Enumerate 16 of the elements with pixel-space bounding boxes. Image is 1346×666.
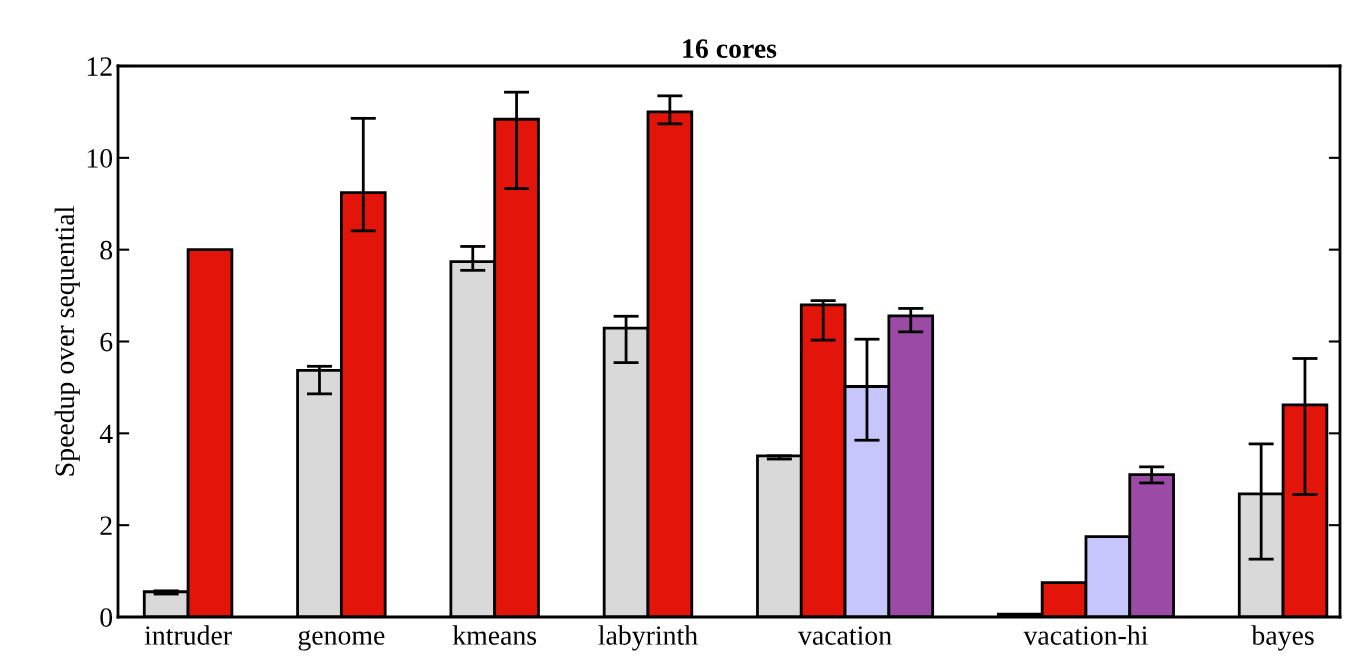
x-tick-label: vacation-hi	[1023, 625, 1148, 645]
y-tick-label: 12	[87, 57, 112, 76]
chart-title: 16 cores	[683, 39, 777, 58]
y-tick-label: 6	[100, 332, 113, 352]
x-tick-label: genome	[298, 630, 385, 651]
y-axis-title: Speedup over sequential	[54, 206, 80, 476]
x-tick-label: bayes	[1251, 625, 1314, 651]
y-tick-label: 10	[87, 149, 113, 168]
x-tick-label: intruder	[144, 625, 232, 645]
y-tick-label: 8	[100, 240, 113, 260]
y-tick-label: 4	[99, 424, 113, 443]
x-tick-label: vacation	[798, 626, 892, 645]
y-tick-label: 2	[100, 516, 112, 535]
y-tick-label: 0	[100, 608, 113, 627]
x-tick-label: labyrinth	[598, 625, 698, 651]
x-tick-label: kmeans	[452, 625, 537, 645]
